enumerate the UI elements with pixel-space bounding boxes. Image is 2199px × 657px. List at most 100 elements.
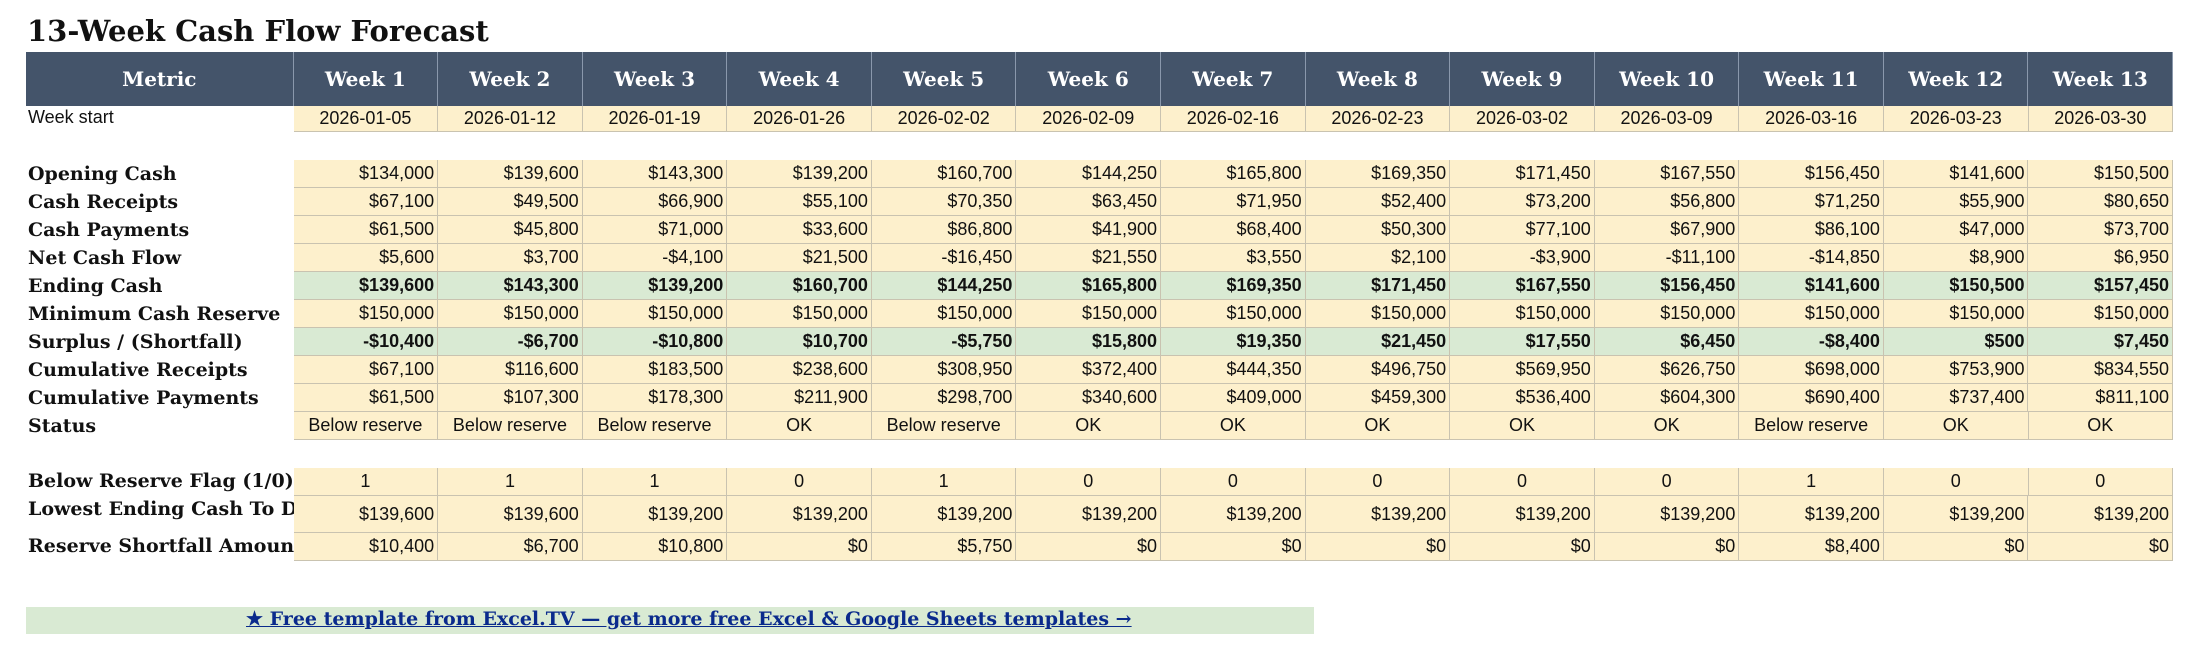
- table-cell[interactable]: $67,100: [293, 188, 439, 216]
- table-cell[interactable]: $308,950: [871, 356, 1017, 384]
- table-cell[interactable]: $8,400: [1739, 533, 1884, 561]
- table-cell[interactable]: $834,550: [2028, 356, 2174, 384]
- table-cell[interactable]: 0: [1305, 468, 1451, 496]
- table-cell[interactable]: $3,550: [1161, 244, 1306, 272]
- week-start-cell[interactable]: 2026-01-12: [438, 106, 583, 132]
- table-cell[interactable]: $55,100: [727, 188, 872, 216]
- table-cell[interactable]: $150,500: [2028, 160, 2174, 188]
- table-cell[interactable]: OK: [1450, 412, 1595, 440]
- table-cell[interactable]: 0: [1016, 468, 1162, 496]
- week-start-cell[interactable]: 2026-02-09: [1016, 106, 1162, 132]
- table-cell[interactable]: $3,700: [438, 244, 583, 272]
- table-cell[interactable]: $141,600: [1883, 160, 2029, 188]
- table-cell[interactable]: $73,200: [1450, 188, 1595, 216]
- table-cell[interactable]: $10,400: [293, 533, 439, 561]
- table-cell[interactable]: -$8,400: [1739, 328, 1884, 356]
- table-cell[interactable]: $67,100: [293, 356, 439, 384]
- table-cell[interactable]: -$14,850: [1739, 244, 1884, 272]
- table-cell[interactable]: $116,600: [438, 356, 583, 384]
- table-cell[interactable]: $139,200: [1883, 496, 2029, 533]
- week-start-cell[interactable]: 2026-03-02: [1450, 106, 1595, 132]
- table-cell[interactable]: $500: [1883, 328, 2029, 356]
- table-cell[interactable]: $63,450: [1016, 188, 1162, 216]
- table-cell[interactable]: $139,200: [1016, 496, 1162, 533]
- table-cell[interactable]: 1: [871, 468, 1017, 496]
- table-cell[interactable]: $77,100: [1450, 216, 1595, 244]
- table-cell[interactable]: $61,500: [293, 384, 439, 412]
- table-cell[interactable]: $50,300: [1305, 216, 1451, 244]
- table-cell[interactable]: $49,500: [438, 188, 583, 216]
- table-cell[interactable]: $107,300: [438, 384, 583, 412]
- table-cell[interactable]: $0: [1883, 533, 2029, 561]
- table-cell[interactable]: $150,000: [438, 300, 583, 328]
- table-cell[interactable]: $626,750: [1594, 356, 1740, 384]
- table-cell[interactable]: $0: [727, 533, 872, 561]
- table-cell[interactable]: -$10,800: [582, 328, 728, 356]
- table-cell[interactable]: $150,000: [582, 300, 728, 328]
- table-cell[interactable]: $21,550: [1016, 244, 1162, 272]
- table-cell[interactable]: $139,200: [1739, 496, 1884, 533]
- table-cell[interactable]: $139,200: [1305, 496, 1451, 533]
- table-cell[interactable]: $150,000: [1450, 300, 1595, 328]
- table-cell[interactable]: $165,800: [1161, 160, 1306, 188]
- table-cell[interactable]: $569,950: [1450, 356, 1595, 384]
- table-cell[interactable]: -$3,900: [1450, 244, 1595, 272]
- table-cell[interactable]: $150,000: [1161, 300, 1306, 328]
- table-cell[interactable]: $536,400: [1450, 384, 1595, 412]
- table-cell[interactable]: $144,250: [1016, 160, 1162, 188]
- table-cell[interactable]: -$16,450: [871, 244, 1017, 272]
- table-cell[interactable]: $340,600: [1016, 384, 1162, 412]
- week-start-cell[interactable]: 2026-03-16: [1739, 106, 1884, 132]
- table-cell[interactable]: $811,100: [2028, 384, 2174, 412]
- table-cell[interactable]: $150,000: [1594, 300, 1740, 328]
- table-cell[interactable]: $56,800: [1594, 188, 1740, 216]
- table-cell[interactable]: $459,300: [1305, 384, 1451, 412]
- table-cell[interactable]: $71,950: [1161, 188, 1306, 216]
- table-cell[interactable]: 0: [1450, 468, 1595, 496]
- week-start-cell[interactable]: 2026-03-30: [2028, 106, 2174, 132]
- table-cell[interactable]: 1: [438, 468, 583, 496]
- table-cell[interactable]: $143,300: [438, 272, 583, 300]
- week-start-cell[interactable]: 2026-02-23: [1305, 106, 1451, 132]
- table-cell[interactable]: OK: [1161, 412, 1306, 440]
- table-cell[interactable]: $150,000: [1883, 300, 2029, 328]
- table-cell[interactable]: 0: [1883, 468, 2029, 496]
- table-cell[interactable]: -$6,700: [438, 328, 583, 356]
- table-cell[interactable]: $165,800: [1016, 272, 1162, 300]
- table-cell[interactable]: $6,700: [438, 533, 583, 561]
- table-cell[interactable]: $10,700: [727, 328, 872, 356]
- table-cell[interactable]: $139,600: [293, 272, 439, 300]
- table-cell[interactable]: $0: [1016, 533, 1162, 561]
- table-cell[interactable]: $178,300: [582, 384, 728, 412]
- table-cell[interactable]: $298,700: [871, 384, 1017, 412]
- table-cell[interactable]: $21,450: [1305, 328, 1451, 356]
- table-cell[interactable]: $55,900: [1883, 188, 2029, 216]
- table-cell[interactable]: $0: [2028, 533, 2174, 561]
- table-cell[interactable]: -$10,400: [293, 328, 439, 356]
- table-cell[interactable]: Below reserve: [871, 412, 1017, 440]
- table-cell[interactable]: $144,250: [871, 272, 1017, 300]
- table-cell[interactable]: $86,100: [1739, 216, 1884, 244]
- table-cell[interactable]: $52,400: [1305, 188, 1451, 216]
- table-cell[interactable]: $156,450: [1594, 272, 1740, 300]
- table-cell[interactable]: $143,300: [582, 160, 728, 188]
- table-cell[interactable]: $157,450: [2028, 272, 2174, 300]
- table-cell[interactable]: $21,500: [727, 244, 872, 272]
- table-cell[interactable]: $150,000: [871, 300, 1017, 328]
- table-cell[interactable]: OK: [1305, 412, 1451, 440]
- table-cell[interactable]: $160,700: [871, 160, 1017, 188]
- table-cell[interactable]: $183,500: [582, 356, 728, 384]
- week-start-cell[interactable]: 2026-01-05: [293, 106, 439, 132]
- table-cell[interactable]: $139,600: [438, 496, 583, 533]
- week-start-cell[interactable]: 2026-02-02: [871, 106, 1017, 132]
- table-cell[interactable]: Below reserve: [1739, 412, 1884, 440]
- table-cell[interactable]: $496,750: [1305, 356, 1451, 384]
- table-cell[interactable]: $5,750: [871, 533, 1017, 561]
- table-cell[interactable]: $71,250: [1739, 188, 1884, 216]
- table-cell[interactable]: -$11,100: [1594, 244, 1740, 272]
- table-cell[interactable]: $139,200: [727, 160, 872, 188]
- table-cell[interactable]: $68,400: [1161, 216, 1306, 244]
- table-cell[interactable]: 0: [2028, 468, 2174, 496]
- table-cell[interactable]: -$5,750: [871, 328, 1017, 356]
- week-start-cell[interactable]: 2026-01-19: [582, 106, 728, 132]
